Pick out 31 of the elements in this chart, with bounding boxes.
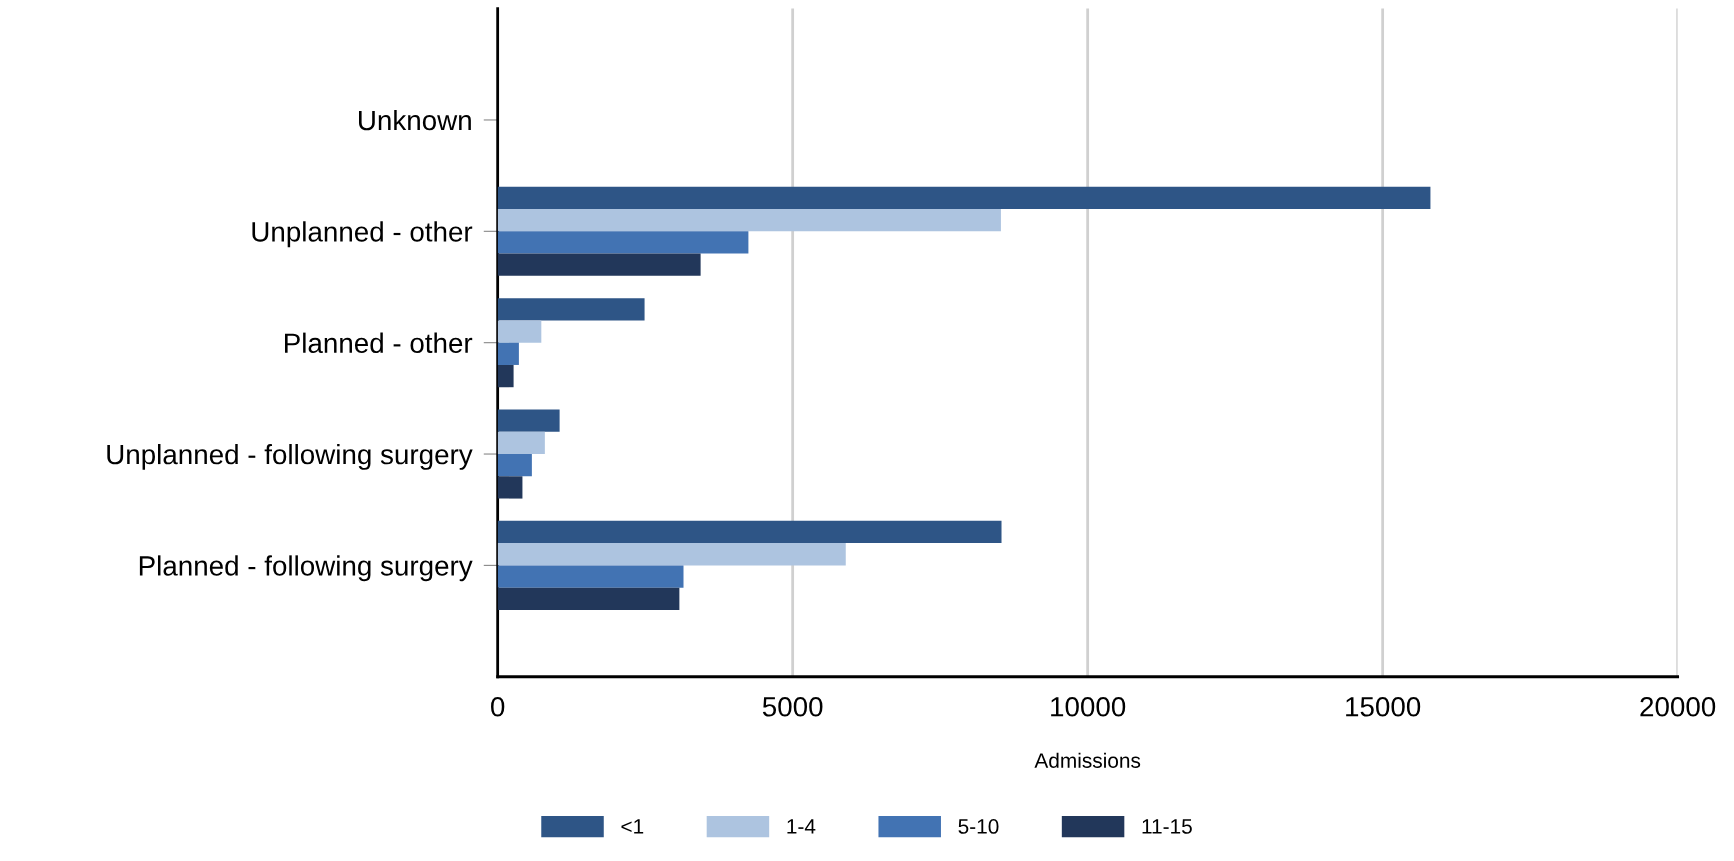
bar — [497, 231, 749, 254]
legend-label: 11-15 — [1142, 819, 1192, 834]
bar — [497, 298, 645, 321]
bar — [497, 342, 519, 365]
bar — [497, 431, 545, 455]
y-tick-label: Unknown — [359, 109, 471, 131]
bar — [497, 543, 846, 566]
x-axis-title: Admissions — [1034, 752, 1141, 768]
x-tick-label: 15000 — [1346, 696, 1421, 717]
x-tick-label: 5000 — [762, 696, 823, 717]
y-tick-label: Planned - other — [285, 332, 473, 354]
bar — [497, 209, 1001, 232]
bar — [497, 409, 560, 432]
x-tick-label: 20000 — [1640, 696, 1716, 717]
legend-label: 5-10 — [958, 819, 999, 834]
x-tick-label: 10000 — [1051, 696, 1126, 717]
y-tick-label: Unplanned - following surgery — [107, 443, 473, 470]
bar — [497, 520, 1002, 544]
bar — [497, 186, 1431, 210]
bar — [497, 587, 680, 610]
bar — [497, 476, 523, 499]
legend-label: <1 — [621, 819, 644, 834]
y-tick-label: Planned - following surgery — [139, 555, 473, 582]
bar — [497, 364, 514, 388]
bar — [497, 454, 532, 477]
bar — [497, 253, 701, 276]
bar — [497, 320, 542, 343]
y-tick-label: Unplanned - other — [252, 221, 473, 248]
x-tick-label: 0 — [491, 696, 505, 717]
bar — [497, 565, 684, 588]
legend-label: 1-4 — [787, 819, 816, 834]
